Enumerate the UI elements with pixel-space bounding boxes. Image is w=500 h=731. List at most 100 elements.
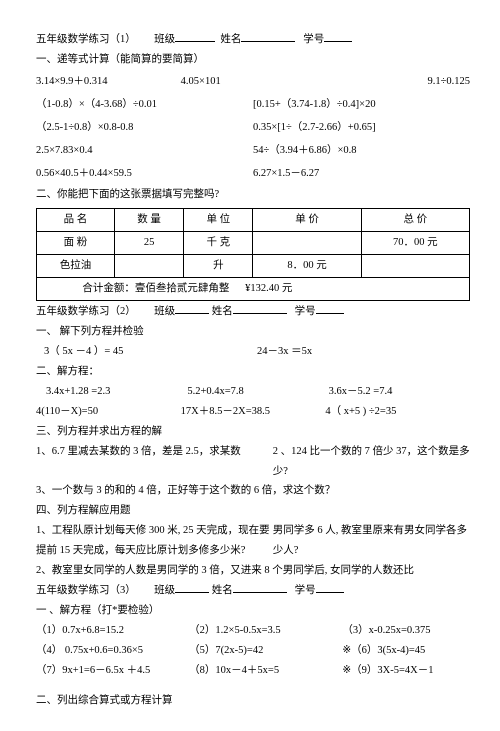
total-text-r: ¥132.40 元 (245, 283, 292, 294)
expr: （8）10x－4＋5x=5 (189, 661, 342, 681)
cell-empty[interactable] (361, 255, 469, 278)
class-label: 班级 (154, 585, 175, 596)
cell: 色拉油 (37, 255, 115, 278)
th: 总 价 (361, 209, 469, 232)
q-row: 1、6.7 里减去某数的 3 倍，差是 2.5，求某数 2 、124 比一个数的… (36, 442, 470, 482)
q-row: 1、工程队原计划每天修 300 米, 25 天完成，现在要提前 15 天完成，每… (36, 521, 470, 561)
expr: （2.5-1÷0.8）×0.8-0.8 (36, 116, 253, 139)
expr: ※（6）3(5x-4)=45 (342, 641, 470, 661)
id-label: 学号 (303, 34, 324, 45)
expr: （3）x-0.25x=0.375 (342, 621, 470, 641)
calc-row: 2.5×7.83×0.4 54÷（3.94＋6.86）×0.8 (36, 139, 470, 162)
id-label: 学号 (295, 306, 316, 317)
name-blank[interactable] (233, 303, 287, 315)
class-blank[interactable] (175, 582, 209, 594)
total-text-l: 合计金额：壹佰叁拾贰元肆角整 (82, 283, 229, 294)
eq-row: 3.4x+1.28 =2.3 5.2+0.4x=7.8 3.6x－5.2 =7.… (36, 382, 470, 402)
expr: 3.4x+1.28 =2.3 (36, 382, 187, 402)
q-text: 3、一个数与 3 的和的 4 倍，正好等于这个数的 6 倍，求这个数？ (36, 481, 470, 501)
expr: 6.27×1.5－6.27 (253, 162, 470, 185)
q-text: 男同学多 6 人, 教室里原来有男女同学各多少人? (273, 521, 470, 561)
ex2-sec4: 四、列方程解应用题 (36, 501, 470, 521)
th: 数 量 (114, 209, 183, 232)
expr: [0.15+（3.74-1.8）÷0.4]×20 (253, 93, 470, 116)
total-cell: 合计金额：壹佰叁拾贰元肆角整 ¥132.40 元 (37, 278, 470, 301)
ex3-title: 五年级数学练习（3） (36, 585, 136, 596)
cell: 千 克 (184, 232, 253, 255)
calc-row: 0.56×40.5＋0.44×59.5 6.27×1.5－6.27 (36, 162, 470, 185)
q-text: 1、6.7 里减去某数的 3 倍，差是 2.5，求某数 (36, 442, 273, 482)
th: 单 价 (253, 209, 361, 232)
ex2-header: 五年级数学练习（2） 班级 姓名 学号 (36, 302, 470, 322)
calc-row: （1-0.8）×（4-3.68）÷0.01 [0.15+（3.74-1.8）÷0… (36, 93, 470, 116)
ex1-sec1: 一、递等式计算（能简算的要简算） (36, 50, 470, 70)
expr: 3（ 5x －4 ）= 45 (36, 342, 257, 362)
expr: 17X＋8.5－2X=38.5 (181, 402, 326, 422)
id-label: 学号 (295, 585, 316, 596)
expr: （2）1.2×5-0.5x=3.5 (189, 621, 342, 641)
table-row: 面 粉 25 千 克 70．00 元 (37, 232, 470, 255)
ex3-header: 五年级数学练习（3） 班级 姓名 学号 (36, 581, 470, 601)
cell: 升 (184, 255, 253, 278)
cell: 70．00 元 (361, 232, 469, 255)
q-text: 2、教室里女同学的人数是男同学的 3 倍，又进来 8 个男同学后, 女同学的人数… (36, 561, 470, 581)
eq-row: 3（ 5x －4 ）= 45 24－3x ＝5x (36, 342, 470, 362)
ex2-title: 五年级数学练习（2） (36, 306, 136, 317)
name-blank[interactable] (241, 31, 295, 43)
expr: 0.56×40.5＋0.44×59.5 (36, 162, 253, 185)
price-table: 品 名 数 量 单 位 单 价 总 价 面 粉 25 千 克 70．00 元 色… (36, 208, 470, 301)
cell: 面 粉 (37, 232, 115, 255)
ex3-sec1: 一 、解方程（打*要检验） (36, 601, 470, 621)
table-row: 色拉油 升 8．00 元 (37, 255, 470, 278)
q-text: 2 、124 比一个数的 7 倍少 37，这个数是多少? (273, 442, 470, 482)
ex3-sec2: 二、列出综合算式或方程计算 (36, 691, 470, 711)
class-label: 班级 (154, 34, 175, 45)
name-label: 姓名 (220, 34, 241, 45)
th: 单 位 (184, 209, 253, 232)
expr: 0.35×[1÷（2.7-2.66）+0.65] (253, 116, 470, 139)
expr: 4(110－X)=50 (36, 402, 181, 422)
id-blank[interactable] (316, 303, 344, 315)
expr: （7）9x+1=6－6.5x ＋4.5 (36, 661, 189, 681)
expr: 9.1÷0.125 (325, 70, 470, 93)
q-text: 1、工程队原计划每天修 300 米, 25 天完成，现在要提前 15 天完成，每… (36, 521, 273, 561)
worksheet-page: 五年级数学练习（1） 班级 姓名 学号 一、递等式计算（能简算的要简算） 3.1… (0, 0, 500, 731)
th: 品 名 (37, 209, 115, 232)
cell-empty[interactable] (114, 255, 183, 278)
expr: 4（ x+5 ) ÷2=35 (325, 402, 470, 422)
eq-row: 4(110－X)=50 17X＋8.5－2X=38.5 4（ x+5 ) ÷2=… (36, 402, 470, 422)
expr: 5.2+0.4x=7.8 (187, 382, 328, 402)
eq-row: （4） 0.75x+0.6=0.36×5 （5）7(2x-5)=42 ※（6）3… (36, 641, 470, 661)
ex2-sec2: 二、解方程： (36, 362, 470, 382)
id-blank[interactable] (316, 582, 344, 594)
name-label: 姓名 (212, 585, 233, 596)
cell: 8．00 元 (253, 255, 361, 278)
expr: 3.14×9.9＋0.314 (36, 70, 181, 93)
expr: 4.05×101 (181, 70, 326, 93)
expr: ※（9）3X-5=4X－1 (342, 661, 470, 681)
cell-empty[interactable] (253, 232, 361, 255)
expr: （1）0.7x+6.8=15.2 (36, 621, 189, 641)
class-blank[interactable] (175, 303, 209, 315)
table-row: 品 名 数 量 单 位 单 价 总 价 (37, 209, 470, 232)
class-blank[interactable] (175, 31, 215, 43)
expr: （4） 0.75x+0.6=0.36×5 (36, 641, 189, 661)
expr: 24－3x ＝5x (257, 342, 470, 362)
expr: 2.5×7.83×0.4 (36, 139, 253, 162)
expr: （1-0.8）×（4-3.68）÷0.01 (36, 93, 253, 116)
calc-row: （2.5-1÷0.8）×0.8-0.8 0.35×[1÷（2.7-2.66）+0… (36, 116, 470, 139)
table-row: 合计金额：壹佰叁拾贰元肆角整 ¥132.40 元 (37, 278, 470, 301)
name-label: 姓名 (212, 306, 233, 317)
eq-row: （1）0.7x+6.8=15.2 （2）1.2×5-0.5x=3.5 （3）x-… (36, 621, 470, 641)
name-blank[interactable] (233, 582, 287, 594)
expr: 3.6x－5.2 =7.4 (329, 382, 470, 402)
ex2-sec3: 三、列方程并求出方程的解 (36, 422, 470, 442)
expr: 54÷（3.94＋6.86）×0.8 (253, 139, 470, 162)
expr: （5）7(2x-5)=42 (189, 641, 342, 661)
cell: 25 (114, 232, 183, 255)
eq-row: （7）9x+1=6－6.5x ＋4.5 （8）10x－4＋5x=5 ※（9）3X… (36, 661, 470, 681)
ex1-header: 五年级数学练习（1） 班级 姓名 学号 (36, 30, 470, 50)
id-blank[interactable] (324, 31, 352, 43)
calc-row: 3.14×9.9＋0.314 4.05×101 9.1÷0.125 (36, 70, 470, 93)
ex1-sec2: 二、你能把下面的这张票据填写完整吗? (36, 185, 470, 205)
